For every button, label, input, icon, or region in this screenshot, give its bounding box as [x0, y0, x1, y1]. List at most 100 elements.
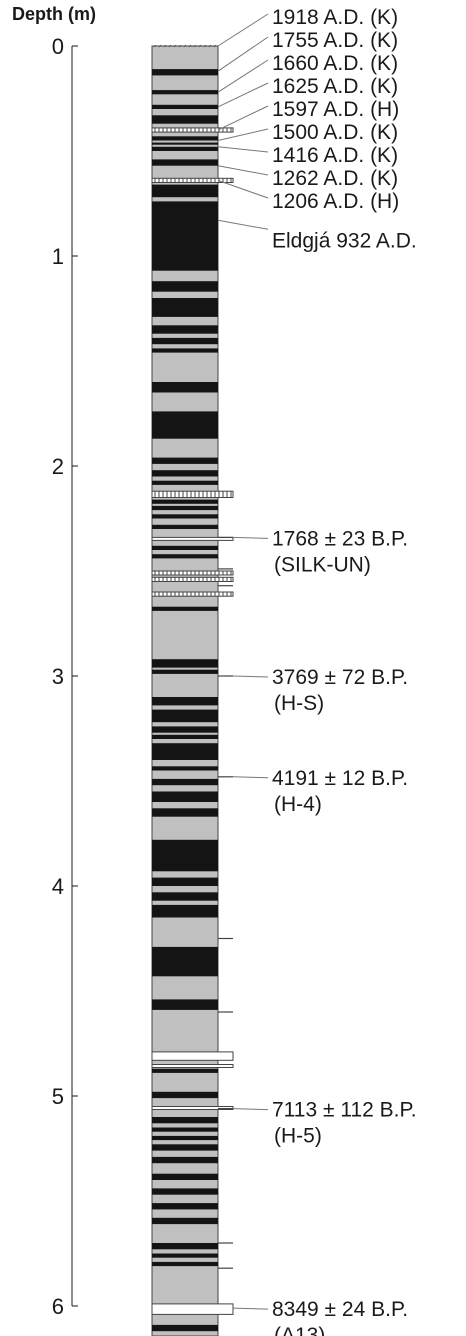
age-label: 1206 A.D. (H) [217, 179, 399, 213]
depth-tick-label: 0 [52, 34, 64, 59]
hatched-tephra-layer [151, 570, 234, 576]
age-label-text: 1755 A.D. (K) [272, 29, 398, 52]
dark-layer [152, 1117, 218, 1124]
dark-layer [152, 1135, 218, 1141]
age-label: 1262 A.D. (K) [217, 165, 398, 190]
dark-layer [152, 946, 218, 977]
age-leader-line [232, 776, 269, 779]
age-leader-line [217, 128, 269, 141]
white-tephra-layer [151, 1051, 234, 1061]
age-label: 1625 A.D. (K) [217, 75, 398, 108]
dark-layer [152, 766, 218, 771]
age-label-text: 8349 ± 24 B.P. [272, 1298, 408, 1321]
dark-layer [152, 734, 218, 739]
dark-layer [152, 499, 218, 504]
dark-layer [152, 146, 218, 151]
dark-layer [152, 697, 218, 706]
age-label: 8349 ± 24 B.P. (A13) [232, 1298, 408, 1336]
dark-layer [152, 1243, 218, 1250]
age-annotations: 1918 A.D. (K)1755 A.D. (K)1660 A.D. (K)1… [217, 6, 417, 1336]
age-leader-line [232, 536, 269, 539]
age-label-text: 1660 A.D. (K) [272, 52, 398, 75]
hatched-tephra-layer [151, 490, 234, 499]
age-leader-line [217, 179, 269, 199]
surface-mark [163, 44, 167, 48]
dark-layer [152, 1127, 218, 1132]
age-label-subtext: (SILK-UN) [274, 553, 371, 576]
surface-mark [203, 44, 207, 48]
age-leader-line [217, 82, 269, 108]
age-label-text: 4191 ± 12 B.P. [272, 767, 408, 790]
age-label-text: 1625 A.D. (K) [272, 75, 398, 98]
dark-layer [152, 201, 218, 271]
age-label: 1918 A.D. (K) [217, 6, 398, 47]
dark-layer [152, 184, 218, 198]
surface-mark [213, 44, 217, 48]
dark-layer [152, 480, 218, 485]
age-leader-line [217, 36, 269, 72]
dark-layer [152, 325, 218, 334]
age-label: 1755 A.D. (K) [217, 29, 398, 72]
dark-layer [152, 554, 218, 559]
age-label-text: 1416 A.D. (K) [272, 144, 398, 167]
age-label: 4191 ± 12 B.P. (H-4) [232, 767, 408, 816]
age-leader-line [232, 1307, 269, 1310]
depth-tick-label: 6 [52, 1294, 64, 1319]
dark-layer [152, 778, 218, 786]
dark-layer [152, 104, 218, 109]
depth-tick-label: 2 [52, 454, 64, 479]
surface-mark [168, 44, 172, 48]
hatched-tephra-layer [151, 591, 234, 597]
dark-layer [152, 457, 218, 464]
depth-axis-title: Depth (m) [12, 4, 96, 24]
dark-layer [152, 90, 218, 95]
age-label: 1500 A.D. (K) [217, 121, 398, 144]
age-label-text: 1597 A.D. (H) [272, 98, 399, 121]
dark-layer [152, 877, 218, 886]
dark-layer [152, 470, 218, 477]
depth-tick-label: 4 [52, 874, 64, 899]
depth-tick-label: 3 [52, 664, 64, 689]
dark-layer [152, 1156, 218, 1164]
age-label: 1768 ± 23 B.P. (SILK-UN) [232, 527, 408, 576]
surface-mark [158, 44, 162, 48]
dark-layer [152, 808, 218, 817]
hatched-tephra-layer [151, 127, 234, 133]
dark-layer [152, 115, 218, 124]
age-label-text: 7113 ± 112 B.P. [272, 1099, 417, 1122]
age-label-text: 3769 ± 72 B.P. [272, 666, 408, 689]
dark-layer [152, 281, 218, 292]
core-column [151, 44, 234, 1336]
age-label: 3769 ± 72 B.P. (H-S) [232, 666, 408, 715]
age-label-text: 1206 A.D. (H) [272, 190, 399, 213]
age-label-subtext: (H-S) [274, 692, 324, 715]
dark-layer [152, 545, 218, 550]
age-label: Eldgjá 932 A.D. [217, 219, 417, 252]
dark-layer [152, 514, 218, 519]
depth-tick-label: 5 [52, 1084, 64, 1109]
depth-tick-label: 1 [52, 244, 64, 269]
hatched-tephra-layer [151, 177, 234, 184]
age-leader-line [232, 1108, 269, 1111]
age-label-subtext: (H-4) [274, 793, 322, 816]
age-label-text: 1918 A.D. (K) [272, 6, 398, 29]
depth-axis: 0 1 2 3 4 5 6 [52, 34, 78, 1319]
dark-layer [152, 1173, 218, 1180]
dark-layer [152, 726, 218, 733]
white-tephra-layer [151, 1303, 234, 1315]
age-leader-line [217, 105, 269, 131]
surface-mark [188, 44, 192, 48]
dark-layer [152, 1217, 218, 1225]
age-label-text: Eldgjá 932 A.D. [272, 229, 417, 252]
dark-layer [152, 659, 218, 668]
age-label: 1597 A.D. (H) [217, 98, 399, 131]
age-label-text: 1768 ± 23 B.P. [272, 527, 408, 550]
dark-layer [152, 1261, 218, 1267]
dark-layer [152, 709, 218, 723]
dark-layer [152, 348, 218, 353]
age-leader-line [217, 13, 269, 47]
age-label-subtext: (A13) [274, 1324, 325, 1336]
age-leader-line [217, 165, 269, 176]
age-label: 1660 A.D. (K) [217, 52, 398, 93]
